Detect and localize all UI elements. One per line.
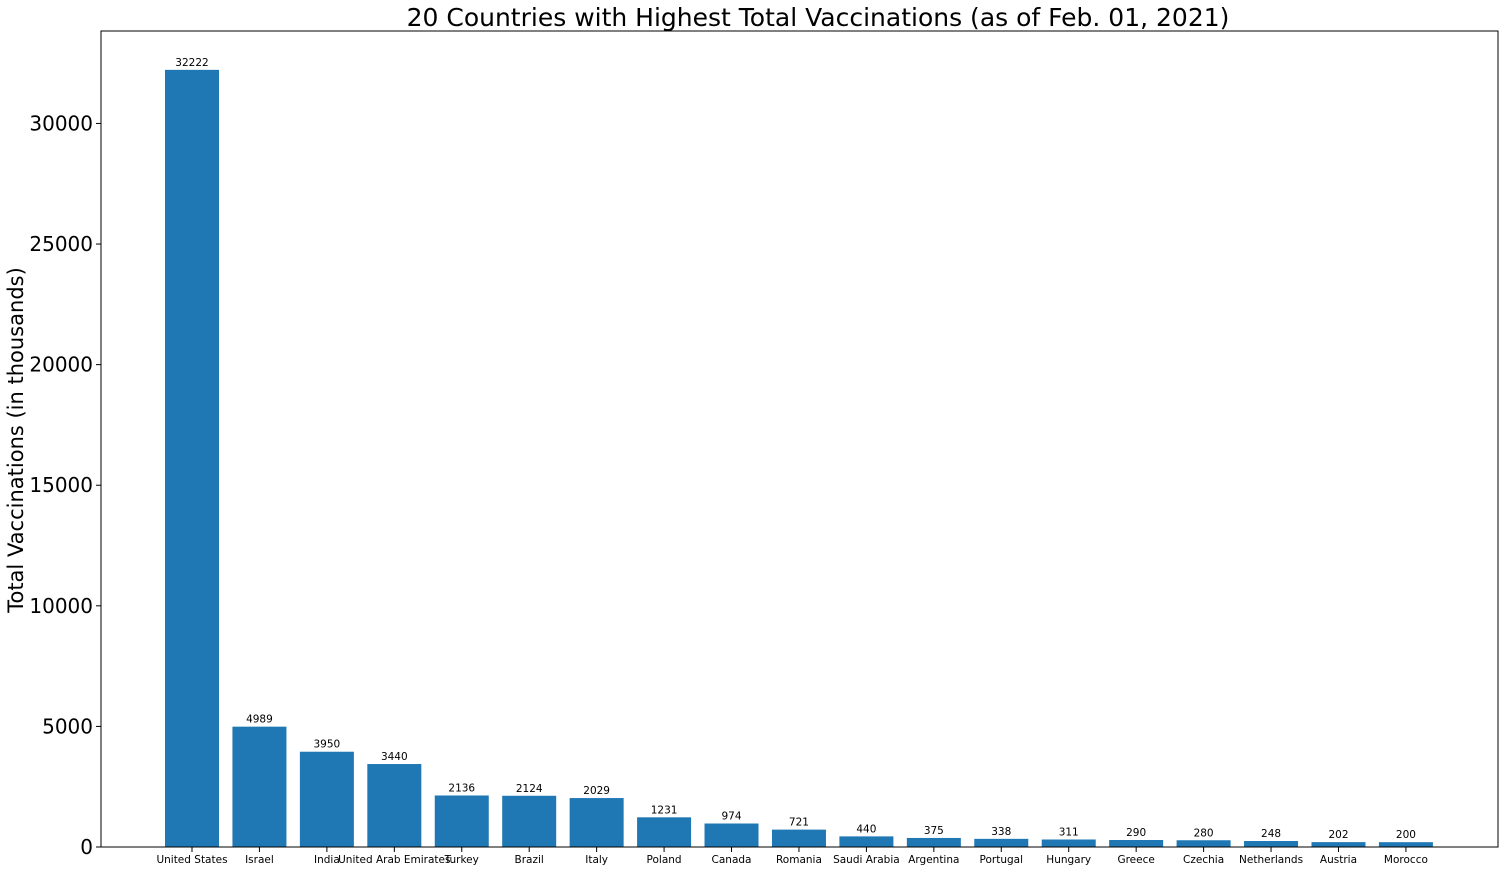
- bar: [1311, 842, 1366, 847]
- bar: [1244, 841, 1299, 847]
- bar: [502, 795, 557, 847]
- data-label: 280: [1194, 827, 1214, 839]
- x-tick-label: Austria: [1320, 854, 1357, 866]
- x-tick-label: Portugal: [980, 854, 1024, 866]
- data-label: 2136: [448, 782, 475, 794]
- bar: [974, 838, 1029, 847]
- x-tick-label: Czechia: [1183, 854, 1224, 866]
- data-label: 248: [1261, 828, 1281, 840]
- bar: [1378, 842, 1433, 847]
- data-label: 290: [1126, 827, 1146, 839]
- y-axis-label: Total Vaccinations (in thousands): [4, 267, 28, 614]
- bar: [434, 795, 489, 847]
- data-label: 200: [1396, 829, 1416, 841]
- x-tick-label: United Arab Emirates: [338, 854, 450, 866]
- y-tick-label: 0: [80, 835, 93, 859]
- data-label: 3950: [314, 739, 341, 751]
- x-tick-label: Poland: [647, 854, 682, 866]
- bar: [1109, 840, 1164, 847]
- bar: [569, 798, 624, 847]
- bar: [299, 751, 354, 847]
- bar: [771, 829, 826, 847]
- data-label: 721: [789, 817, 809, 829]
- data-label: 338: [991, 826, 1011, 838]
- bar: [367, 764, 422, 847]
- data-label: 375: [924, 825, 944, 837]
- bar: [637, 817, 692, 847]
- data-label: 2124: [516, 783, 543, 795]
- x-tick-label: Netherlands: [1239, 854, 1303, 866]
- x-tick-label: Turkey: [444, 854, 479, 866]
- bar: [1176, 840, 1231, 847]
- data-label: 2029: [583, 785, 610, 797]
- data-label: 3440: [381, 751, 408, 763]
- bar: [165, 69, 219, 848]
- data-label: 311: [1059, 827, 1079, 839]
- x-tick-label: Argentina: [908, 854, 959, 866]
- x-tick-label: Romania: [776, 854, 822, 866]
- x-tick-label: Israel: [245, 854, 274, 866]
- chart-title: 20 Countries with Highest Total Vaccinat…: [407, 3, 1230, 32]
- x-tick-label: India: [314, 854, 340, 866]
- data-label: 32222: [175, 57, 208, 69]
- data-label: 974: [721, 811, 741, 823]
- bar: [232, 726, 287, 847]
- data-label: 4989: [246, 714, 273, 726]
- x-tick-label: Brazil: [515, 854, 544, 866]
- data-label: 1231: [651, 804, 678, 816]
- x-tick-label: United States: [156, 854, 227, 866]
- x-tick-label: Saudi Arabia: [833, 854, 900, 866]
- data-label: 440: [856, 823, 876, 835]
- bar: [704, 823, 759, 847]
- x-tick-label: Morocco: [1384, 854, 1428, 866]
- plot-area: 32222 United States 4989 Israel 3950 India 344…: [29, 30, 1499, 866]
- x-tick-label: Greece: [1117, 854, 1154, 866]
- bar: [839, 836, 894, 847]
- x-tick-label: Italy: [585, 854, 608, 866]
- y-tick-label: 5000: [42, 714, 93, 738]
- plot-frame: [100, 30, 1499, 848]
- x-tick-label: Hungary: [1046, 854, 1091, 866]
- y-tick-label: 20000: [29, 353, 93, 377]
- bar: [1041, 839, 1096, 847]
- y-tick-label: 30000: [29, 111, 93, 135]
- bar: [906, 837, 961, 847]
- x-tick-label: Canada: [712, 854, 752, 866]
- y-tick-label: 10000: [29, 594, 93, 618]
- data-label: 202: [1328, 829, 1348, 841]
- y-tick-label: 15000: [29, 473, 93, 497]
- y-tick-label: 25000: [29, 232, 93, 256]
